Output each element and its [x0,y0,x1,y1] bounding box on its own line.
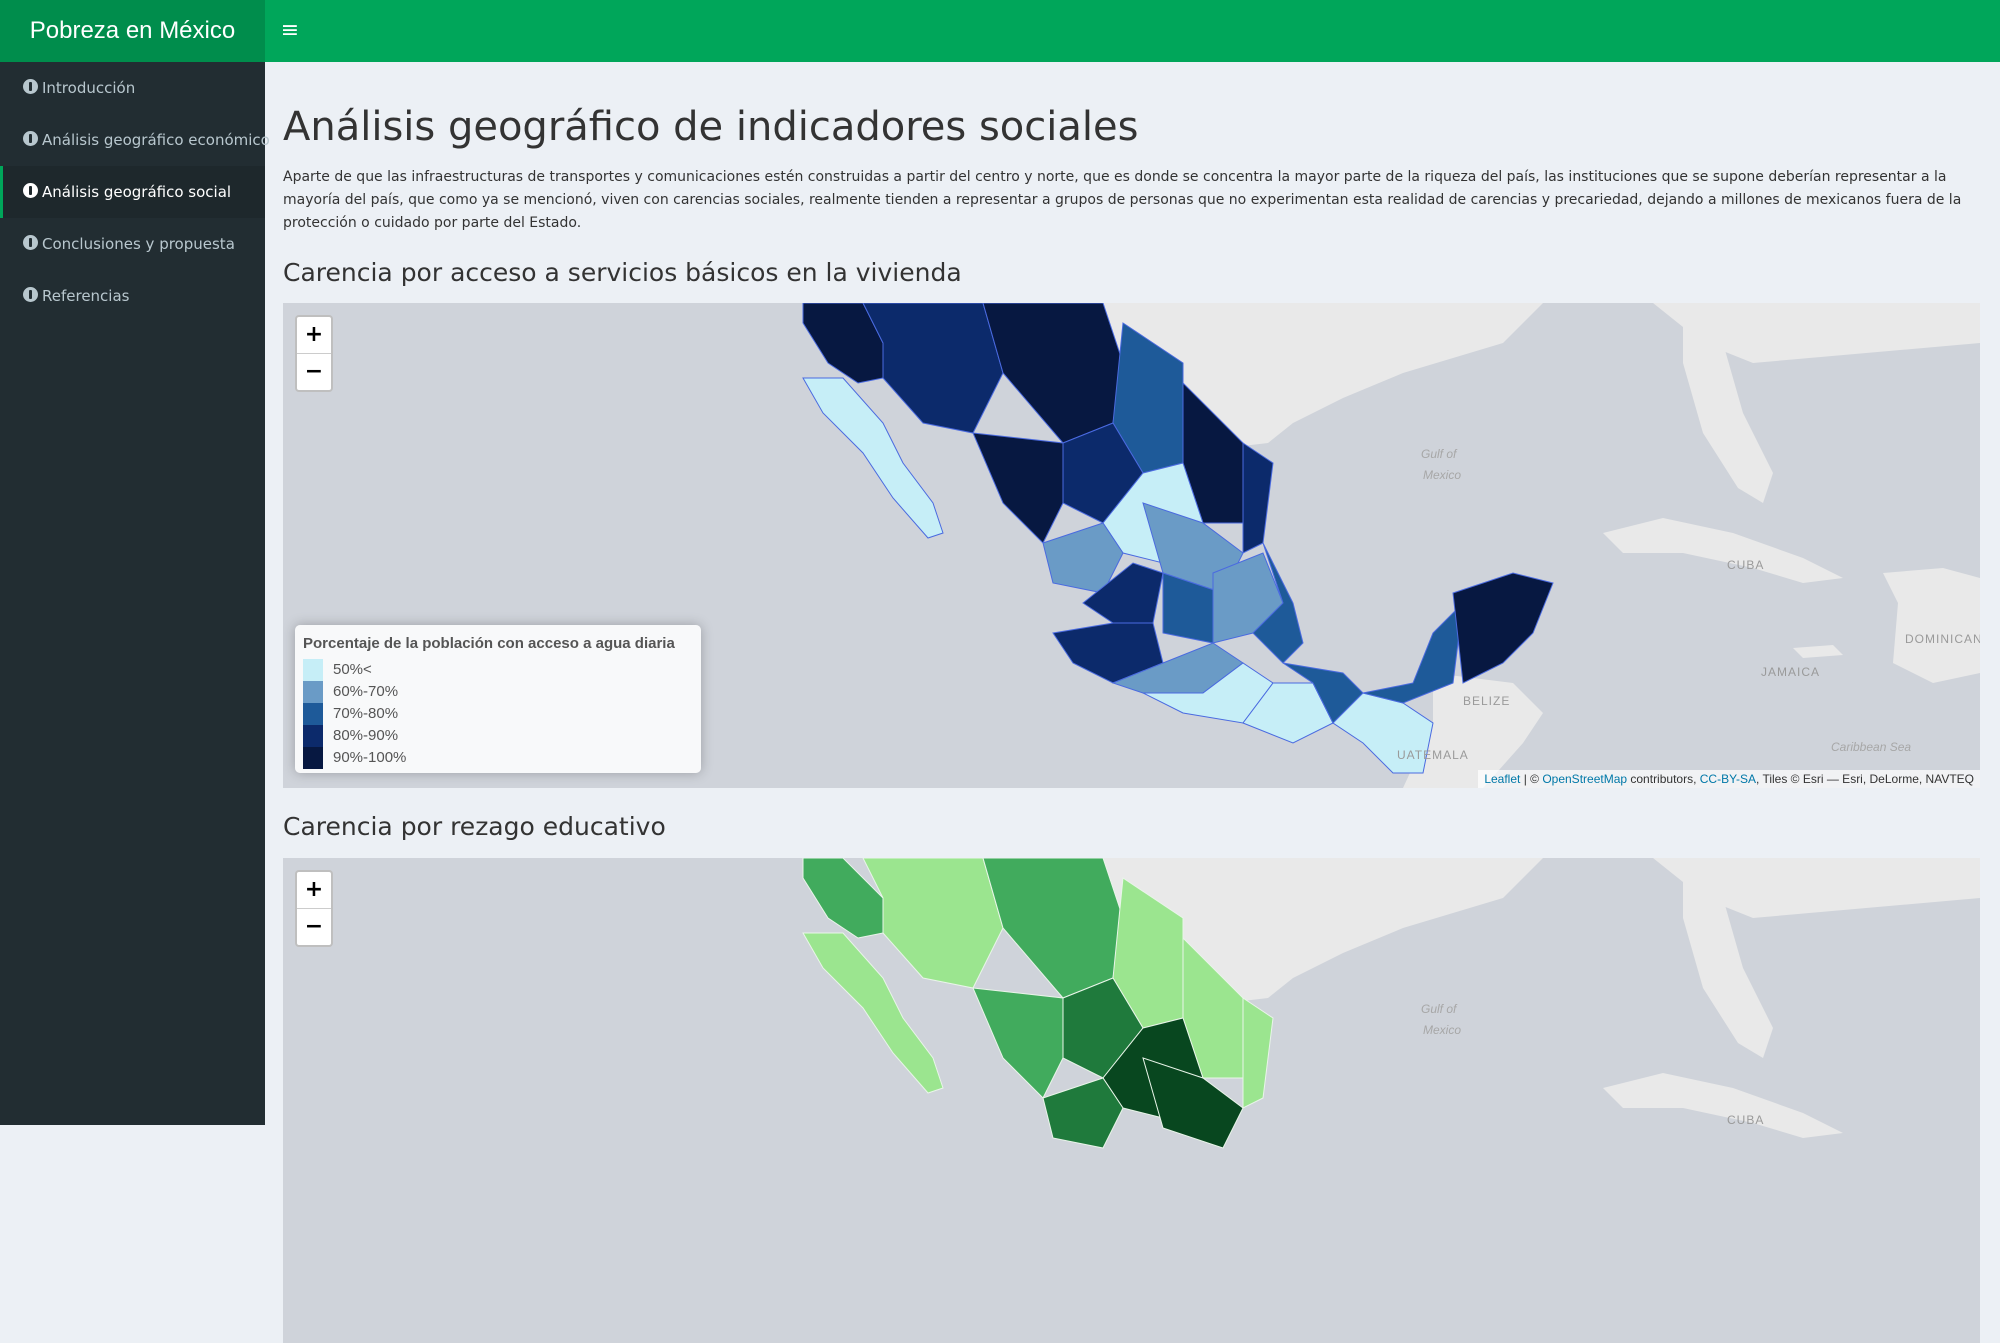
legend-label: 50%< [333,661,372,678]
top-header: Pobreza en México ≡ [0,0,2000,62]
map-label-mexico-gulf: Mexico [1423,468,1461,482]
sidebar-item-label: Introducción [42,79,136,97]
sidebar-item-analisis-economico[interactable]: Análisis geográfico económico [0,114,270,166]
intro-paragraph: Aparte de que las infraestructuras de tr… [283,169,1962,231]
legend-label: 70%-80% [333,705,399,722]
attribution-contributors: contributors, [1627,772,1700,786]
map-rezago-educativo[interactable]: Gulf of Mexico CUBA + − [283,858,1980,1343]
map-label-dominican: DOMINICAN [1905,632,1980,646]
legend-swatch [303,747,323,769]
main-content: Análisis geográfico de indicadores socia… [265,62,2000,1343]
attribution-sep: | © [1520,772,1543,786]
map-tiles: Gulf of Mexico CUBA [723,858,1980,1149]
map-attribution: Leaflet | © OpenStreetMap contributors, … [1478,770,1980,788]
sidebar-item-label: Conclusiones y propuesta [42,235,235,253]
map-label-caribbean: Caribbean Sea [1831,740,1911,754]
zoom-control: + − [295,870,333,947]
legend-swatch [303,681,323,703]
section-title-servicios: Carencia por acceso a servicios básicos … [283,258,962,287]
menu-toggle-icon[interactable]: ≡ [280,18,300,43]
zoom-out-button[interactable]: − [297,908,331,945]
map-servicios-basicos[interactable]: Gulf of Mexico CUBA JAMAICA DOMINICAN BE… [283,303,1980,788]
map-label-belize: BELIZE [1463,694,1510,708]
info-circle-icon [23,235,38,250]
map-legend: Porcentaje de la población con acceso a … [295,625,701,773]
info-circle-icon [23,183,38,198]
legend-label: 60%-70% [333,683,399,700]
map-label-mexico-gulf: Mexico [1423,1023,1461,1037]
legend-swatch [303,703,323,725]
map-label-jamaica: JAMAICA [1761,665,1820,679]
legend-swatch [303,659,323,681]
sidebar-item-conclusiones[interactable]: Conclusiones y propuesta [0,218,265,270]
info-circle-icon [23,131,38,146]
sidebar-item-label: Referencias [42,287,130,305]
page-title: Análisis geográfico de indicadores socia… [283,104,1139,150]
legend-item: 90%-100% [303,747,406,769]
legend-item: 70%-80% [303,703,398,725]
map-label-guatemala: UATEMALA [1397,748,1469,762]
section-title-rezago: Carencia por rezago educativo [283,812,666,841]
legend-swatch [303,725,323,747]
legend-item: 50%< [303,659,372,681]
sidebar-item-label: Análisis geográfico económico [42,131,270,149]
map-label-cuba: CUBA [1727,1113,1764,1127]
legend-item: 80%-90% [303,725,398,747]
zoom-out-button[interactable]: − [297,353,331,390]
osm-link[interactable]: OpenStreetMap [1542,772,1628,786]
zoom-in-button[interactable]: + [304,322,324,347]
leaflet-link[interactable]: Leaflet [1484,772,1521,786]
zoom-control: + − [295,315,333,392]
info-circle-icon [23,79,38,94]
sidebar-item-referencias[interactable]: Referencias [0,270,265,322]
map-tiles: Gulf of Mexico CUBA JAMAICA DOMINICAN BE… [723,303,1980,788]
map-label-gulf: Gulf of [1421,447,1458,461]
map-label-gulf: Gulf of [1421,1002,1458,1016]
legend-label: 80%-90% [333,727,399,744]
sidebar-item-analisis-social[interactable]: Análisis geográfico social [0,166,265,218]
legend-item: 60%-70% [303,681,398,703]
license-link[interactable]: CC-BY-SA [1699,772,1756,786]
sidebar-item-introduccion[interactable]: Introducción [0,62,265,114]
attribution-tiles: , Tiles © Esri — Esri, DeLorme, NAVTEQ [1756,772,1974,786]
sidebar-item-label: Análisis geográfico social [42,183,232,201]
sidebar: Introducción Análisis geográfico económi… [0,62,270,1125]
legend-title: Porcentaje de la población con acceso a … [303,635,675,652]
map-label-cuba: CUBA [1727,558,1764,572]
app-title[interactable]: Pobreza en México [0,0,265,62]
zoom-in-button[interactable]: + [304,877,324,902]
info-circle-icon [23,287,38,302]
legend-label: 90%-100% [333,749,407,766]
